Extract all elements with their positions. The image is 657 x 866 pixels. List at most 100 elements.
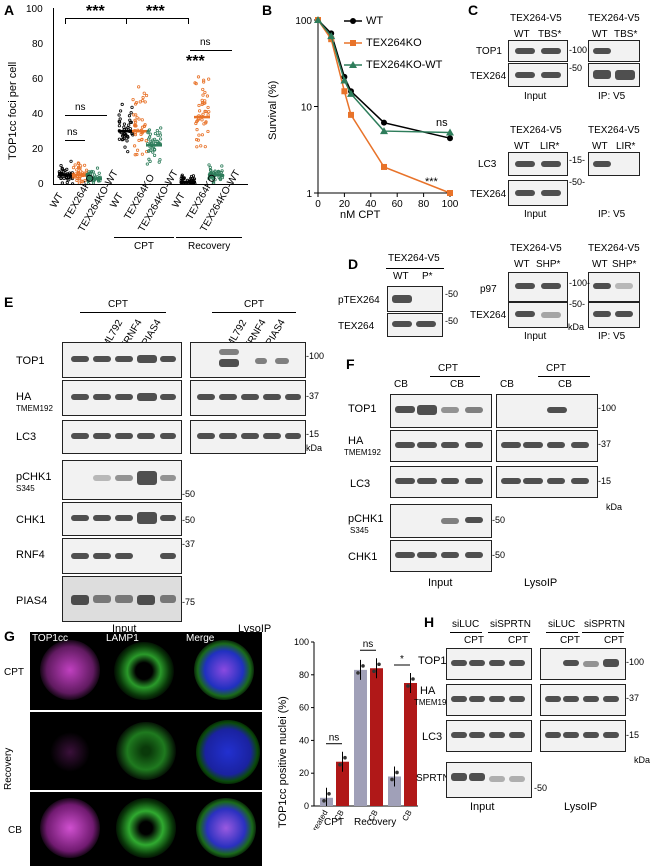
d-mw: -50 [445,289,459,299]
a-point [65,181,69,184]
b-legend-marker [349,61,357,68]
g-bar [388,776,401,806]
a-point [91,170,95,174]
g-group: CPT [324,817,344,828]
c-lane: WT [514,29,530,40]
a-point [180,177,185,182]
a-sig: ns [67,127,78,138]
c-mw: -50- [569,299,586,309]
f-cb: CB [500,379,514,390]
c-mw: -50- [569,177,586,187]
a-point [147,149,151,153]
a-point [88,171,92,175]
f-row: LC3 [350,478,371,490]
a-point [156,133,160,137]
c-ip: IP: V5 [598,209,626,220]
b-xtick-label: 40 [365,199,377,210]
a-point [204,120,208,124]
a-point [207,176,211,180]
a-point [84,168,89,172]
a-ytick: 0 [38,179,44,190]
b-annot-ns: ns [436,117,448,129]
e-lyso: LysoIP [238,623,272,635]
b-point [447,190,453,196]
a-point [65,167,69,171]
a-point [127,114,132,118]
a-point [60,181,64,184]
c-lane: LIR* [616,141,636,152]
g-bar [354,669,367,806]
a-point [195,138,199,142]
b-xtick-label: 60 [392,199,404,210]
panel-label-d: D [348,256,359,272]
e-mw: -37 [306,391,320,401]
c-input: Input [524,91,547,102]
a-point [59,176,63,181]
e-mw: -75 [182,597,196,607]
c-lane: WT [592,29,608,40]
a-sig: *** [86,3,105,20]
a-point [137,85,141,89]
g-sig-label: ns [363,639,374,650]
h-lane: siLUC [452,619,480,630]
a-point [133,124,137,128]
b-point [348,111,354,118]
b-point [341,88,348,95]
c-row: LC3 [478,159,497,170]
h-lane: siSPRTN [584,619,625,630]
f-cpt: CPT [438,363,458,374]
c-kda: kDa [568,322,585,332]
b-series-line [317,19,451,139]
f-row: pCHK1 [348,513,384,525]
c-lane: LIR* [540,141,560,152]
g-dot [406,684,410,688]
a-point [155,129,159,133]
a-point [145,162,149,166]
b-point [446,128,454,136]
a-point [117,113,121,117]
a-point [137,138,141,142]
d-lane: WT [393,271,409,282]
h-lane: siLUC [548,619,576,630]
b-xtick-label: 80 [418,199,430,210]
c-lane: WT [592,259,608,270]
a-point [181,176,185,180]
a-point [129,111,133,115]
b-legend-wt: WT [366,15,384,27]
a-point [77,162,81,166]
a-point [195,128,199,132]
g-channel: LAMP1 [106,633,139,644]
a-point [212,170,216,175]
panel-label-g: G [4,628,15,644]
g-dot [356,671,360,675]
a-point [141,95,145,100]
a-point [128,127,132,131]
h-mw: -15 [626,730,640,740]
d-header: TEX264-V5 [388,253,440,264]
b-legend-marker [350,18,356,24]
panel-label-a: A [4,2,15,18]
a-point [130,105,134,109]
a-point [158,158,162,162]
a-point [92,173,96,177]
c-mw: -100 [569,45,588,55]
a-point [203,90,207,95]
a-point [153,147,157,152]
c-header: TEX264-V5 [510,13,562,24]
f-row: TOP1 [348,403,377,415]
a-point [152,153,157,157]
e-cpt: CPT [108,299,128,310]
a-point [120,102,124,106]
g-ytick-label: 100 [294,637,309,647]
b-point [347,89,355,97]
c-input: Input [524,209,547,220]
f-mw: -50 [492,515,506,525]
f-input: Input [428,577,453,589]
e-row: S345 [16,484,35,493]
a-point [73,163,77,167]
g-dot [395,770,399,775]
a-point [218,176,222,181]
a-point [97,171,101,175]
a-point [146,130,150,135]
g-sig-label: * [400,654,404,665]
